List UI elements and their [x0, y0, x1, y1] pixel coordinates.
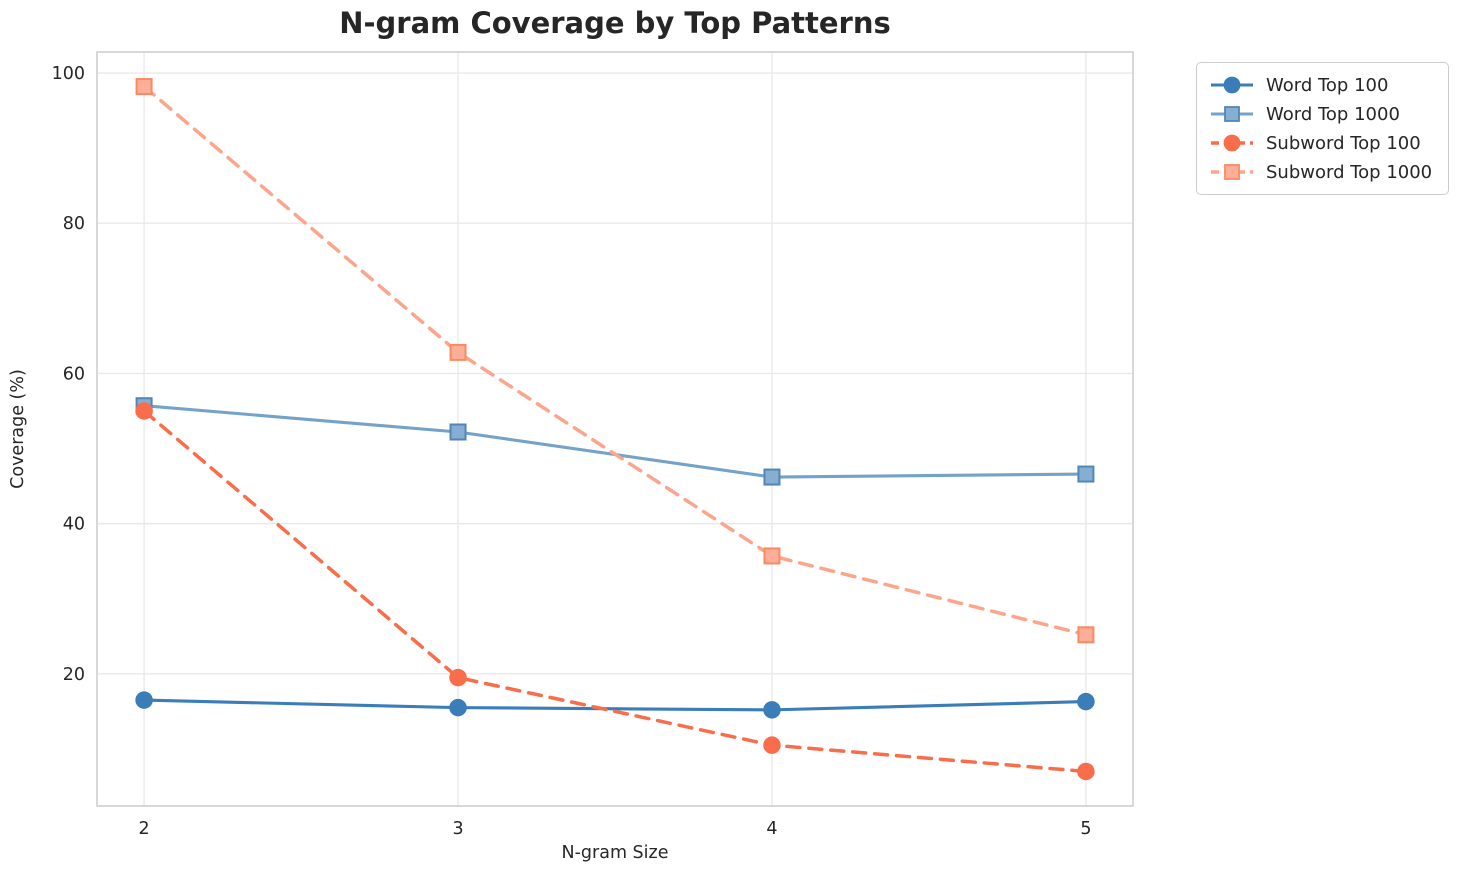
y-tick-label: 100: [52, 64, 85, 84]
y-tick-label: 40: [63, 515, 85, 535]
legend-swatch: [1211, 106, 1253, 122]
y-tick-label: 60: [63, 364, 85, 384]
data-point-marker: [135, 78, 153, 96]
legend-swatch: [1211, 134, 1253, 152]
legend-marker-icon: [1224, 164, 1240, 180]
legend-item: Subword Top 1000: [1209, 160, 1432, 184]
legend-label: Word Top 1000: [1266, 103, 1400, 125]
series-line-word-top-100: [142, 698, 1088, 712]
data-point-marker: [1077, 626, 1095, 644]
data-point-marker: [1077, 692, 1095, 711]
data-point-marker: [449, 343, 467, 361]
legend-item: Word Top 100: [1209, 73, 1432, 97]
data-point-marker: [1077, 465, 1095, 483]
data-point-marker: [449, 668, 467, 687]
legend-label: Subword Top 1000: [1266, 161, 1433, 183]
series-line-subword-top-100: [142, 409, 1088, 774]
data-point-marker: [1077, 762, 1095, 781]
data-point-marker: [763, 736, 781, 754]
legend-item: Word Top 1000: [1209, 102, 1432, 126]
legend-label: Word Top 100: [1266, 74, 1389, 96]
data-point-marker: [763, 701, 781, 719]
legend-marker-icon: [1223, 76, 1241, 94]
legend-swatch: [1211, 76, 1253, 94]
x-tick-label: 5: [1080, 819, 1091, 839]
legend-item: Subword Top 100: [1209, 131, 1432, 155]
data-point-marker: [763, 547, 781, 565]
x-tick-label: 4: [766, 819, 777, 839]
legend-swatch: [1211, 164, 1253, 180]
data-point-marker: [449, 698, 467, 717]
legend-label: Subword Top 100: [1266, 132, 1421, 154]
x-tick-label: 3: [452, 819, 463, 839]
legend: Word Top 100 Word Top 1000 Subword Top 1…: [1196, 62, 1450, 195]
data-point-marker: [135, 691, 153, 709]
x-axis-label: N-gram Size: [561, 843, 669, 863]
y-tick-label: 20: [63, 665, 85, 685]
data-point-marker: [449, 423, 467, 441]
plot-border: [96, 51, 1134, 807]
series-line-word-top-1000: [142, 404, 1088, 479]
chart-title: N-gram Coverage by Top Patterns: [339, 6, 891, 40]
series-line-subword-top-1000: [142, 84, 1088, 637]
data-point-marker: [763, 468, 781, 486]
legend-marker-icon: [1223, 134, 1241, 152]
y-tick-label: 80: [63, 214, 85, 234]
y-axis-label: Coverage (%): [8, 369, 28, 489]
data-point-marker: [135, 402, 153, 420]
legend-marker-icon: [1224, 106, 1240, 122]
x-tick-label: 2: [139, 819, 150, 839]
